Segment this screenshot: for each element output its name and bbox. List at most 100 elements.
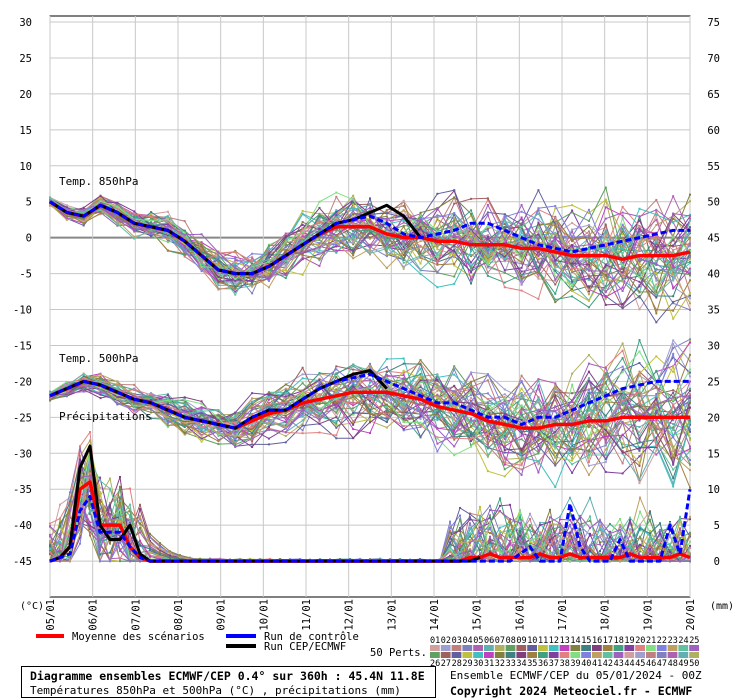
perturbation-point <box>621 409 624 412</box>
perturbation-point <box>554 301 557 304</box>
perturbation-point <box>621 240 624 243</box>
perturbation-point <box>621 247 624 250</box>
perturbation-point <box>251 433 254 436</box>
perturbation-point <box>587 449 590 452</box>
perturbation-point <box>267 253 270 256</box>
perturbation-point <box>655 312 658 315</box>
perturbation-point <box>571 282 574 285</box>
perturbation-point <box>554 417 557 420</box>
perturbation-point <box>267 395 270 398</box>
perturbation-point <box>284 424 287 427</box>
perturbation-point <box>537 439 540 442</box>
perturbation-point <box>267 437 270 440</box>
perturbation-point <box>537 275 540 278</box>
perturbation-point <box>486 410 489 413</box>
perturbation-point <box>335 376 338 379</box>
perturbation-point <box>352 420 355 423</box>
perturbation-point <box>520 418 523 421</box>
perturbation-point <box>655 293 658 296</box>
perturbation-point <box>537 212 540 215</box>
perturbation-point <box>251 279 254 282</box>
perturbation-point <box>150 211 153 214</box>
perturbation-point <box>486 234 489 237</box>
perturbation-point <box>335 403 338 406</box>
perturbation-point <box>672 260 675 263</box>
perturbation-point <box>689 421 691 424</box>
perturbation-point <box>571 287 574 290</box>
perturbation-point <box>234 267 237 270</box>
perturbation-point <box>217 275 220 278</box>
perturbation-point <box>486 211 489 214</box>
perturbation-point <box>82 210 85 213</box>
perturbation-point <box>503 468 506 471</box>
perturbation-point <box>402 218 405 221</box>
perturbation-point <box>234 259 237 262</box>
perturbation-point <box>672 250 675 253</box>
perturbation-point <box>133 383 136 386</box>
perturbation-point <box>419 408 422 411</box>
perturbation-point <box>453 384 456 387</box>
perturbation-point <box>672 249 675 252</box>
perturbation-point <box>166 241 169 244</box>
perturbation-point <box>579 523 581 526</box>
perturbation-point <box>639 554 641 557</box>
perturbation-point <box>638 462 641 465</box>
perturbation-point <box>183 404 186 407</box>
perturbation-point <box>587 450 590 453</box>
perturbation-point <box>419 251 422 254</box>
perturbation-point <box>301 273 304 276</box>
perturbation-point <box>520 277 523 280</box>
perturbation-point <box>129 539 131 542</box>
perturbation-point <box>385 366 388 369</box>
perturbation-point <box>571 420 574 423</box>
perturbation-point <box>571 295 574 298</box>
perturbation-point <box>519 513 521 516</box>
perturbation-point <box>453 202 456 205</box>
perturbation-point <box>419 226 422 229</box>
perturbation-point <box>571 204 574 207</box>
perturbation-point <box>604 391 607 394</box>
perturbation-point <box>402 428 405 431</box>
perturbation-point <box>166 414 169 417</box>
perturbation-point <box>537 269 540 272</box>
perturbation-point <box>672 244 675 247</box>
perturbation-point <box>352 407 355 410</box>
perturbation-point <box>655 446 658 449</box>
perturbation-point <box>267 414 270 417</box>
perturbation-point <box>267 393 270 396</box>
perturbation-point <box>335 416 338 419</box>
perturbation-point <box>554 391 557 394</box>
perturbation-point <box>587 380 590 383</box>
perturbation-point <box>672 265 675 268</box>
perturbation-point <box>251 434 254 437</box>
perturbation-point <box>672 221 675 224</box>
perturbation-point <box>621 365 624 368</box>
perturbation-point <box>689 406 691 409</box>
perturbation-point <box>520 431 523 434</box>
perturbation-point <box>251 276 254 279</box>
perturbation-point <box>486 379 489 382</box>
perturbation-point <box>486 438 489 441</box>
perturbation-point <box>352 413 355 416</box>
perturbation-point <box>267 255 270 258</box>
perturbation-point <box>587 267 590 270</box>
perturbation-point <box>604 270 607 273</box>
perturbation-point <box>318 259 321 262</box>
perturbation-point <box>669 533 671 536</box>
perturbation-point <box>587 299 590 302</box>
perturbation-point <box>352 242 355 245</box>
perturbation-point <box>385 414 388 417</box>
perturbation-point <box>520 280 523 283</box>
perturbation-point <box>599 550 601 553</box>
perturbation-point <box>621 252 624 255</box>
perturbation-point <box>200 431 203 434</box>
perturbation-point <box>486 433 489 436</box>
perturbation-point <box>284 398 287 401</box>
perturbation-point <box>655 268 658 271</box>
perturbation-point <box>402 392 405 395</box>
perturbation-point <box>267 427 270 430</box>
perturbation-point <box>183 245 186 248</box>
perturbation-point <box>183 396 186 399</box>
perturbation-point <box>436 216 439 219</box>
perturbation-point <box>267 244 270 247</box>
